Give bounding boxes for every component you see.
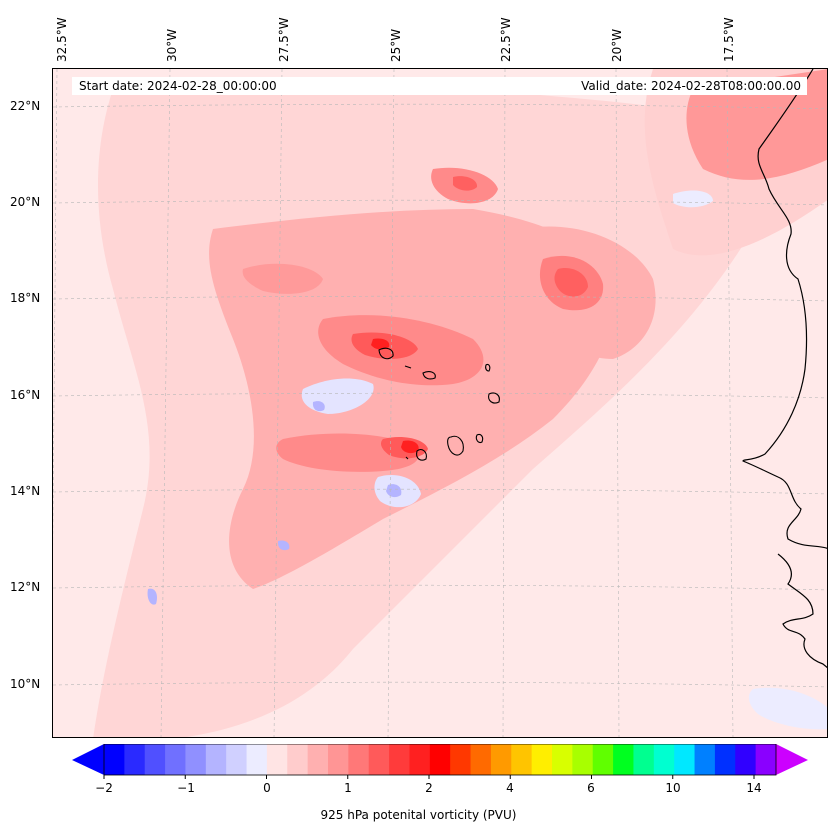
field-red-mid-5 — [242, 263, 323, 294]
colorbar-segment — [429, 744, 451, 775]
valid-date-label: Valid_date: 2024-02-28T08:00:00.00 — [581, 79, 801, 93]
colorbar-segment — [389, 744, 410, 775]
colorbar-segment — [226, 744, 248, 775]
lon-label-30w: 30°W — [165, 28, 179, 62]
lat-label-20n: 20°N — [10, 195, 41, 209]
colorbar-extend-low — [72, 744, 104, 775]
map-panel — [52, 68, 828, 738]
lat-label-18n: 18°N — [10, 291, 41, 305]
colorbar-segment — [674, 744, 696, 775]
colorbar-segment — [124, 744, 146, 775]
colorbar-segment — [165, 744, 186, 775]
start-date-label: Start date: 2024-02-28_00:00:00 — [79, 79, 277, 93]
lat-label-10n: 10°N — [10, 677, 41, 691]
graticule — [53, 69, 827, 737]
colorbar-segment — [246, 744, 268, 775]
colorbar-segment — [368, 744, 390, 775]
lon-label-32-5w: 32.5°W — [55, 17, 69, 62]
colorbar-tick-4: 4 — [506, 781, 514, 795]
colorbar-segment — [450, 744, 472, 775]
colorbar-segment — [490, 744, 512, 775]
colorbar-segment — [144, 744, 166, 775]
colorbar-segment — [531, 744, 553, 775]
colorbar-segment — [552, 744, 573, 775]
colorbar-tick-14: 14 — [746, 781, 762, 795]
colorbar-segment — [653, 744, 675, 775]
colorbar-segment — [714, 744, 736, 775]
field-blue-core-2 — [312, 401, 325, 412]
colorbar-segment — [572, 744, 594, 775]
colorbar-tick-2: 2 — [425, 781, 433, 795]
lat-label-22n: 22°N — [10, 99, 41, 113]
colorbar-tick-neg2: −2 — [95, 781, 113, 795]
colorbar-segments — [104, 744, 777, 775]
colorbar-segment — [328, 744, 349, 775]
colorbar-segment — [735, 744, 757, 775]
colorbar-title: 925 hPa potenital vorticity (PVU) — [320, 808, 517, 822]
field-red-peak-2 — [401, 440, 419, 454]
field-red-peak-1 — [371, 338, 390, 350]
lat-label-12n: 12°N — [10, 580, 41, 594]
potential-vorticity-field — [53, 69, 827, 737]
field-blue-core-1 — [386, 484, 402, 498]
cape-verde-islands — [378, 347, 500, 461]
colorbar-extend-high — [776, 744, 808, 775]
lon-label-27-5w: 27.5°W — [277, 17, 291, 62]
african-coast-south — [777, 553, 827, 669]
colorbar-tick-0: 0 — [263, 781, 271, 795]
lon-label-25w: 25°W — [389, 28, 403, 62]
colorbar-segment — [633, 744, 655, 775]
colorbar-segment — [694, 744, 716, 775]
field-pink-ne — [686, 69, 827, 180]
colorbar-segment — [755, 744, 777, 775]
colorbar-segment — [266, 744, 288, 775]
colorbar-segment — [613, 744, 634, 775]
field-pink — [209, 209, 615, 589]
colorbar-tick-neg1: −1 — [177, 781, 195, 795]
lon-label-20w: 20°W — [610, 28, 624, 62]
lon-label-22-5w: 22.5°W — [499, 17, 513, 62]
colorbar-tick-1: 1 — [344, 781, 352, 795]
colorbar-segment — [409, 744, 431, 775]
lon-label-17-5w: 17.5°W — [722, 17, 736, 62]
field-blue-3 — [673, 190, 713, 208]
lat-label-14n: 14°N — [10, 484, 41, 498]
colorbar-segment — [185, 744, 207, 775]
colorbar — [72, 744, 808, 779]
field-blue-core-4 — [147, 588, 158, 605]
field-red-strong-3 — [554, 268, 588, 297]
colorbar-segment — [592, 744, 614, 775]
colorbar-segment — [470, 744, 492, 775]
colorbar-tick-10: 10 — [665, 781, 681, 795]
colorbar-segment — [307, 744, 329, 775]
colorbar-tick-6: 6 — [587, 781, 595, 795]
colorbar-segment — [287, 744, 309, 775]
colorbar-segment — [205, 744, 227, 775]
colorbar-segment — [511, 744, 533, 775]
date-info-box — [72, 77, 807, 95]
colorbar-segment — [104, 744, 125, 775]
field-red-strong-4 — [453, 176, 478, 191]
africa-coastline — [742, 69, 827, 549]
field-blue-2b — [748, 687, 827, 730]
colorbar-segment — [348, 744, 370, 775]
lat-label-16n: 16°N — [10, 388, 41, 402]
field-blue-core-3 — [277, 540, 290, 551]
